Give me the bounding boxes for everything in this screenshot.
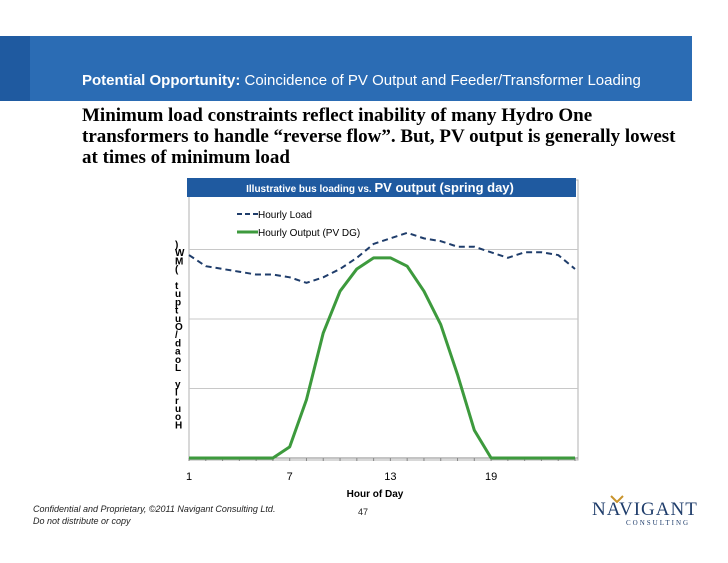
- y-axis-label-char: r: [175, 396, 179, 407]
- y-axis-label-char: O: [175, 322, 183, 333]
- y-axis-label-char: M: [175, 256, 183, 267]
- slide-heading: Potential Opportunity: Coincidence of PV…: [82, 72, 641, 89]
- y-axis-label-char: o: [175, 412, 181, 423]
- x-tick-label: 19: [485, 471, 497, 483]
- y-axis-label-char: u: [175, 314, 181, 325]
- header-accent: [0, 36, 30, 101]
- y-axis-label-char: /: [175, 330, 178, 341]
- logo-subtitle: CONSULTING: [626, 519, 691, 527]
- y-axis-label-char: ): [175, 240, 178, 251]
- gridlines: [189, 249, 578, 389]
- y-axis-label-char: o: [175, 355, 181, 366]
- heading-rest: Coincidence of PV Output and Feeder/Tran…: [240, 72, 641, 89]
- x-axis-label: Hour of Day: [347, 489, 404, 500]
- chart-title-bar: [187, 178, 576, 197]
- navigant-logo: NAVIGANT CONSULTING: [592, 495, 697, 527]
- x-ticks: 1 7 13 19: [186, 457, 578, 483]
- header-bar: [0, 36, 692, 101]
- chart-title-big: PV output (spring day): [374, 180, 513, 195]
- x-tick-label: 13: [384, 471, 396, 483]
- y-axis-label-char: H: [175, 420, 182, 431]
- legend-label-load: Hourly Load: [258, 210, 312, 221]
- page-number: 47: [358, 507, 369, 517]
- series-line-hourly-load: [188, 231, 576, 284]
- x-tick-label: 1: [186, 471, 192, 483]
- chart-title: Illustrative bus loading vs. PV output (…: [246, 180, 514, 195]
- x-tick-label: 7: [287, 471, 293, 483]
- y-axis-label-char: (: [175, 265, 179, 276]
- logo-wordmark: NAVIGANT: [592, 499, 698, 520]
- heading-bold: Potential Opportunity:: [82, 72, 241, 89]
- y-axis-label-char: u: [175, 404, 181, 415]
- footer-line-1: Confidential and Proprietary, ©2011 Navi…: [33, 504, 276, 514]
- y-axis-label-char: a: [175, 347, 181, 358]
- y-axis-label-char: u: [175, 289, 181, 300]
- y-axis-label-char: W: [175, 248, 185, 259]
- chart-title-small: Illustrative bus loading vs.: [246, 184, 374, 195]
- y-axis-label-char: t: [175, 281, 179, 292]
- y-axis-label-char: y: [175, 379, 181, 390]
- y-axis-label-char: t: [175, 306, 179, 317]
- legend-label-pv: Hourly Output (PV DG): [258, 228, 360, 239]
- y-axis-label-char: d: [175, 338, 181, 349]
- y-axis-label-char: p: [175, 297, 181, 308]
- logo-chevron-icon: [610, 495, 624, 503]
- legend: Hourly Load Hourly Output (PV DG): [237, 210, 360, 239]
- footer-confidential: Confidential and Proprietary, ©2011 Navi…: [33, 503, 275, 527]
- series-layer: [188, 231, 576, 460]
- footer-line-2: Do not distribute or copy: [33, 516, 131, 526]
- y-axis-label-char: L: [175, 363, 181, 374]
- y-axis-label-char: l: [175, 388, 178, 399]
- series-line-pv-output: [189, 256, 575, 460]
- body-text: Minimum load constraints reflect inabili…: [82, 105, 676, 168]
